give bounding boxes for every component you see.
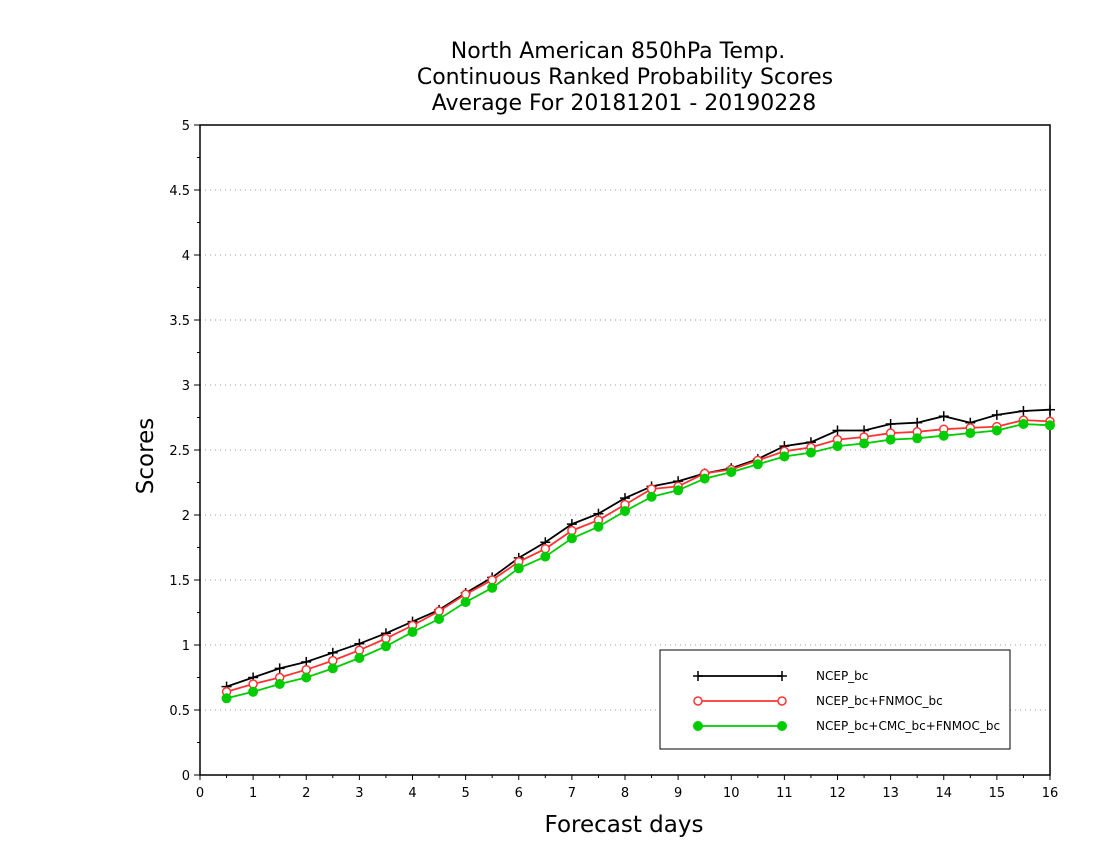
data-point-0-2	[274, 663, 285, 674]
chart-title-line-1: North American 850hPa Temp.	[451, 39, 786, 64]
x-tick-label-6: 6	[515, 786, 523, 801]
x-axis-title: Forecast days	[545, 812, 704, 838]
data-point-2-29	[991, 425, 1002, 436]
legend-label-0: NCEP_bc	[816, 669, 868, 683]
data-point-0-31	[1045, 404, 1055, 415]
y-tick-label-5: 2.5	[169, 444, 190, 459]
data-point-2-5	[354, 653, 365, 663]
legend-entry-1: NCEP_bc+FNMOC_bc	[693, 694, 943, 708]
x-tick-label-15: 15	[989, 786, 1006, 801]
data-point-0-27	[938, 411, 949, 422]
x-tick-label-7: 7	[568, 786, 576, 801]
x-tick-label-3: 3	[355, 786, 363, 801]
y-tick-label-10: 5	[182, 119, 190, 134]
gridlines	[200, 189, 1050, 711]
y-axis-title: Scores	[133, 418, 159, 494]
data-point-2-28	[965, 428, 976, 439]
data-point-2-8	[434, 614, 445, 624]
y-tick-label-2: 1	[182, 639, 190, 654]
y-tick-label-6: 3	[182, 379, 190, 394]
legend-marker-start-2	[693, 721, 703, 731]
data-point-2-25	[885, 434, 896, 445]
data-point-0-23	[832, 425, 843, 436]
series-0	[221, 404, 1055, 692]
data-point-2-24	[859, 438, 870, 449]
data-point-2-31	[1045, 420, 1055, 431]
data-point-0-25	[885, 419, 896, 429]
y-tick-label-9: 4.5	[169, 184, 190, 199]
y-axis-ticks: 0 0.5 1 1.5 2 2.5 3 3.5 4 4.5 5	[169, 119, 200, 784]
x-tick-label-13: 13	[882, 786, 899, 801]
legend-label-1: NCEP_bc+FNMOC_bc	[816, 694, 943, 708]
data-point-1-13	[567, 525, 577, 536]
x-tick-label-8: 8	[621, 786, 629, 801]
x-tick-label-5: 5	[461, 786, 469, 801]
data-point-2-16	[646, 491, 657, 502]
x-axis-ticks: 0 1 2 3 4 5 6 7 8 9 10 11 12 13 14 15 16	[196, 775, 1058, 801]
x-tick-label-14: 14	[935, 786, 952, 801]
legend-entry-2: NCEP_bc+CMC_bc+FNMOC_bc	[693, 719, 1000, 733]
data-point-2-3	[301, 672, 312, 683]
data-point-2-21	[779, 451, 790, 462]
x-tick-label-10: 10	[723, 786, 740, 801]
x-tick-label-9: 9	[674, 786, 682, 801]
legend: NCEP_bc NCEP_bc+FNMOC_bc NCEP_bc+CMC_bc+FN…	[659, 649, 1011, 750]
data-point-0-30	[1018, 406, 1029, 416]
y-tick-label-1: 0.5	[169, 704, 190, 719]
series-2	[221, 419, 1055, 704]
y-tick-label-0: 0	[182, 769, 190, 784]
x-tick-label-0: 0	[196, 786, 204, 801]
y-tick-label-7: 3.5	[169, 314, 190, 329]
data-point-2-18	[699, 473, 710, 484]
data-point-2-26	[912, 433, 923, 444]
data-point-2-17	[673, 485, 684, 496]
data-point-2-7	[407, 627, 418, 637]
data-point-2-10	[487, 582, 498, 593]
data-point-0-29	[991, 409, 1002, 420]
legend-entry-0: NCEP_bc	[693, 669, 868, 683]
x-tick-label-16: 16	[1042, 786, 1059, 801]
data-point-0-26	[912, 417, 923, 428]
x-tick-label-4: 4	[408, 786, 416, 801]
legend-marker-end-2	[777, 721, 787, 731]
data-point-2-23	[832, 441, 843, 452]
legend-marker-end-1	[777, 696, 787, 706]
legend-marker-start-0	[693, 671, 703, 681]
x-tick-label-11: 11	[776, 786, 793, 801]
data-point-2-1	[248, 686, 259, 697]
legend-marker-start-1	[693, 696, 703, 706]
chart-title-line-2: Continuous Ranked Probability Scores	[417, 65, 833, 90]
data-point-2-22	[805, 447, 816, 458]
data-point-2-20	[752, 459, 763, 470]
legend-box	[659, 649, 1011, 750]
data-point-2-30	[1018, 419, 1029, 429]
data-point-2-12	[540, 551, 551, 562]
data-point-2-6	[380, 641, 391, 652]
x-tick-label-2: 2	[302, 786, 310, 801]
data-point-2-0	[221, 693, 232, 704]
data-point-2-4	[327, 663, 338, 674]
y-tick-label-8: 4	[182, 249, 190, 264]
data-series	[221, 404, 1055, 704]
legend-label-2: NCEP_bc+CMC_bc+FNMOC_bc	[816, 719, 1000, 733]
data-point-2-19	[726, 467, 737, 478]
y-tick-label-3: 1.5	[169, 574, 190, 589]
data-point-2-14	[593, 521, 604, 532]
x-tick-label-12: 12	[829, 786, 846, 801]
legend-marker-end-0	[777, 671, 787, 681]
chart-title: North American 850hPa Temp. Continuous R…	[417, 39, 833, 116]
data-point-2-13	[566, 533, 577, 544]
data-point-2-9	[460, 597, 471, 608]
data-point-2-27	[938, 430, 949, 441]
y-tick-label-4: 2	[182, 509, 190, 524]
data-point-1-4	[328, 655, 338, 666]
chart-title-line-3: Average For 20181201 - 20190228	[432, 91, 817, 116]
data-point-2-2	[274, 679, 285, 689]
data-point-2-15	[620, 506, 630, 517]
data-point-2-11	[513, 563, 524, 574]
x-tick-label-1: 1	[249, 786, 257, 801]
